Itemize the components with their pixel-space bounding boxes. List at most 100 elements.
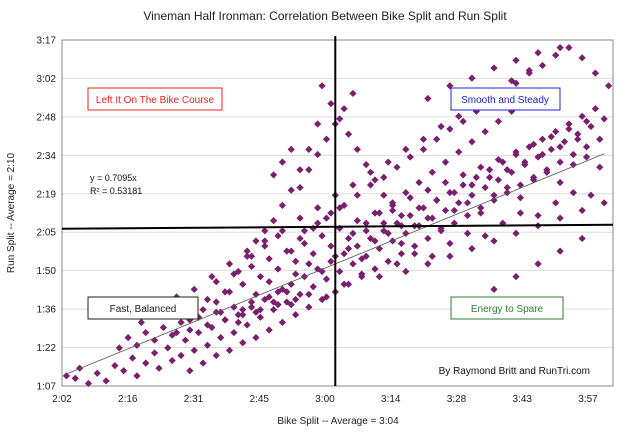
data-point	[353, 145, 361, 153]
data-point	[441, 178, 450, 187]
annotation-smooth-steady-text: Smooth and Steady	[461, 95, 549, 106]
data-point	[142, 359, 150, 367]
data-point	[596, 163, 604, 171]
data-point	[296, 234, 304, 243]
y-tick-label: 2:05	[37, 228, 57, 239]
annotation-smooth-steady: Smooth and Steady	[450, 87, 561, 111]
data-point	[305, 145, 313, 153]
data-point	[384, 229, 392, 237]
data-point	[582, 153, 591, 161]
data-point	[212, 298, 220, 306]
data-point	[393, 163, 401, 171]
data-point	[455, 148, 463, 156]
data-point	[428, 252, 436, 260]
data-point	[349, 181, 357, 189]
data-point	[591, 105, 599, 113]
data-point	[371, 209, 379, 217]
data-point	[168, 356, 176, 365]
data-point	[380, 191, 388, 199]
data-point	[490, 191, 498, 199]
data-point	[402, 189, 410, 197]
data-point	[195, 328, 203, 337]
data-point	[239, 339, 247, 347]
data-point	[190, 285, 198, 293]
data-point	[582, 117, 591, 126]
data-point	[525, 69, 533, 77]
data-point	[305, 290, 313, 299]
data-point	[578, 206, 586, 215]
data-point	[446, 189, 454, 197]
data-point	[309, 250, 317, 258]
x-tick-label: 3:57	[578, 394, 598, 405]
data-point	[512, 79, 520, 87]
data-point	[494, 155, 502, 164]
data-point	[261, 242, 269, 250]
data-point	[269, 306, 278, 314]
data-point	[274, 265, 282, 273]
data-point	[419, 145, 428, 153]
data-point	[336, 204, 344, 212]
data-point	[208, 273, 216, 281]
data-point	[305, 303, 313, 311]
data-point	[278, 318, 286, 326]
data-point	[186, 326, 194, 334]
data-point	[463, 199, 472, 207]
data-point	[556, 158, 564, 166]
data-point	[375, 273, 383, 281]
data-point	[278, 285, 286, 293]
data-point	[582, 143, 591, 151]
data-point	[314, 219, 322, 227]
data-point	[556, 143, 564, 151]
data-point	[314, 150, 322, 159]
data-point	[459, 181, 467, 189]
data-point	[481, 232, 489, 240]
data-point	[296, 166, 304, 174]
data-point	[534, 49, 542, 57]
data-point	[389, 237, 397, 245]
y-tick-label: 1:50	[37, 266, 57, 277]
data-point	[199, 359, 207, 367]
data-point	[600, 115, 608, 123]
annotation-energy-spare: Energy to Spare	[450, 296, 564, 320]
data-point	[463, 229, 472, 237]
data-point	[547, 133, 555, 141]
data-point	[481, 127, 489, 136]
data-point	[516, 194, 525, 202]
chart-title: Vineman Half Ironman: Correlation Betwee…	[143, 9, 507, 23]
data-point	[463, 211, 472, 220]
data-point	[111, 362, 119, 370]
data-point	[371, 237, 379, 245]
data-point	[173, 328, 181, 337]
data-point	[278, 201, 286, 209]
data-point	[292, 257, 300, 265]
data-point	[508, 77, 516, 85]
data-point	[124, 334, 132, 342]
y-tick-label: 3:17	[37, 36, 57, 47]
data-point	[287, 300, 295, 309]
trend-r-squared: R² = 0.53181	[90, 186, 142, 196]
data-point	[256, 273, 264, 281]
data-point	[318, 232, 326, 240]
data-point	[296, 214, 304, 222]
data-point	[446, 252, 454, 260]
data-point	[569, 161, 577, 169]
data-point	[556, 178, 564, 187]
annotation-energy-spare-text: Energy to Spare	[471, 304, 544, 315]
data-point	[353, 217, 361, 225]
data-point	[477, 163, 485, 171]
data-point	[234, 311, 242, 319]
trend-equation: y = 0.7095x	[90, 173, 137, 183]
data-point	[437, 122, 445, 131]
data-point	[349, 89, 357, 98]
data-point	[252, 334, 260, 342]
data-point	[446, 239, 454, 248]
data-point	[538, 150, 547, 159]
data-point	[278, 158, 286, 166]
data-point	[375, 209, 383, 217]
data-point	[177, 351, 185, 360]
data-point	[322, 293, 331, 301]
data-point	[587, 122, 595, 131]
data-point	[604, 82, 613, 90]
data-point	[477, 209, 485, 217]
data-point	[256, 313, 264, 321]
